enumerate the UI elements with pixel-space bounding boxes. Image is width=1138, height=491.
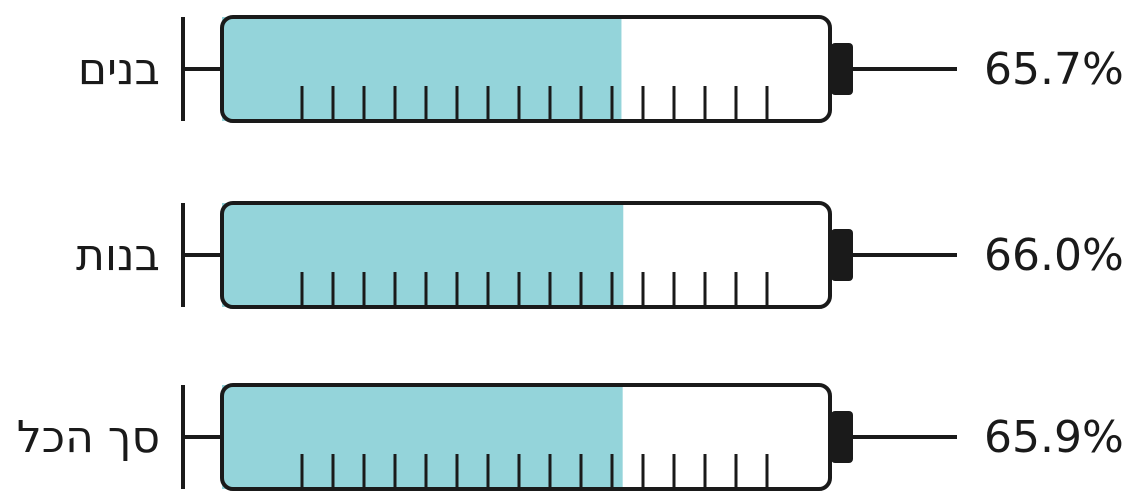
syringe-tip [831,43,853,95]
value-label: 65.7% [984,44,1124,95]
value-label: 66.0% [984,230,1124,281]
barrel-outline [220,383,832,491]
syringe-row: סך הכל 65.9% [17,383,1124,491]
category-label: סך הכל [17,412,160,463]
bar-fill [222,385,623,489]
value-label: 65.9% [984,412,1124,463]
category-label: בנים [78,44,160,95]
syringe-row: בנות 66.0% [76,201,1124,309]
barrel-outline [220,15,832,123]
bar-fill [222,203,624,307]
barrel-outline [220,201,832,309]
category-label: בנות [76,230,160,281]
syringe-tip [831,229,853,281]
bar-fill [222,17,622,121]
syringe-tip [831,411,853,463]
syringe-row: בנים 65.7% [78,15,1124,123]
